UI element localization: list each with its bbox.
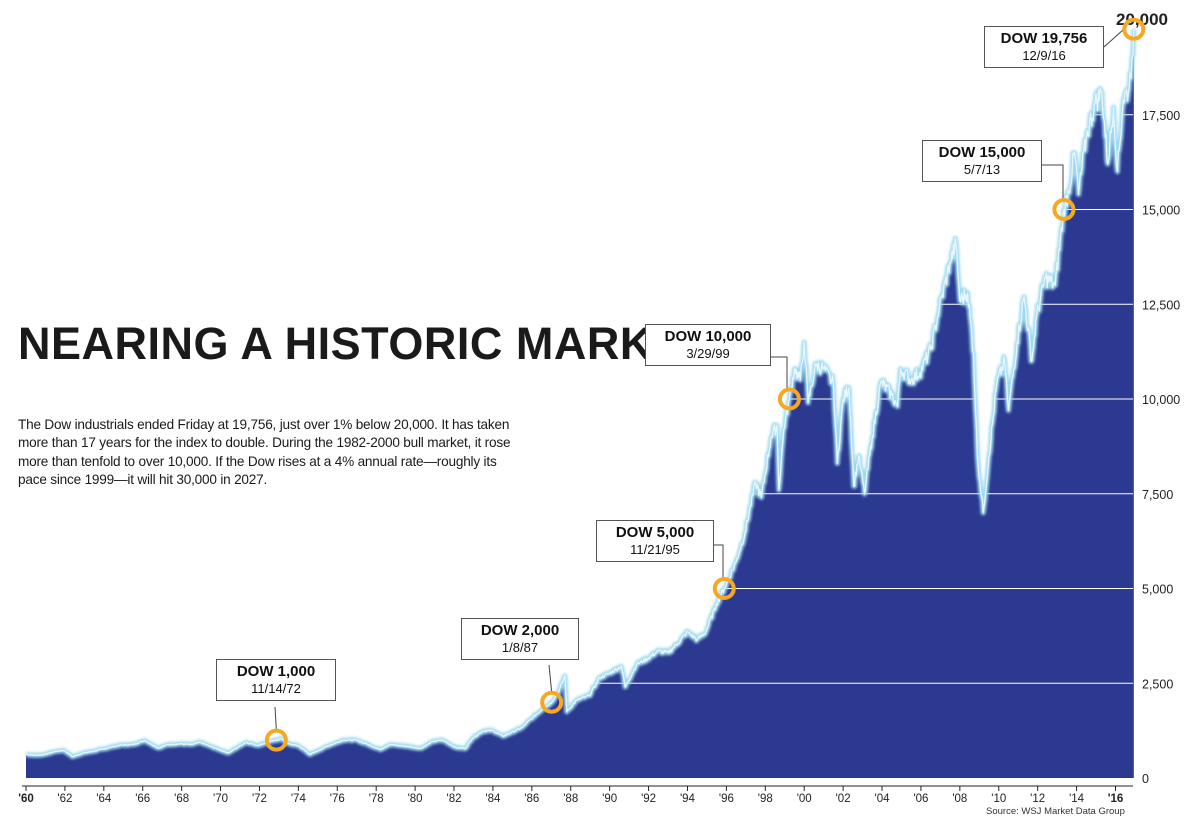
x-tick-label-'96: '96 <box>719 793 734 805</box>
x-tick-label-'88: '88 <box>563 793 578 805</box>
x-tick-label-'66: '66 <box>135 793 150 805</box>
x-tick-label-'10: '10 <box>991 793 1006 805</box>
x-tick-label-'60: '60 <box>18 793 34 805</box>
x-tick-label-'64: '64 <box>96 793 112 805</box>
x-tick-label-'82: '82 <box>447 793 462 805</box>
leader-line <box>771 356 788 389</box>
x-tick-label-'78: '78 <box>369 793 384 805</box>
x-tick-label-'72: '72 <box>252 793 267 805</box>
x-tick-label-'08: '08 <box>952 793 967 805</box>
x-tick-label-'94: '94 <box>680 793 696 805</box>
milestone-label: DOW 1,000 <box>236 663 316 680</box>
source-note: Source: WSJ Market Data Group <box>986 806 1125 817</box>
chart-title-text: NEARING A HISTORIC MARK <box>18 318 653 369</box>
x-tick-label-'98: '98 <box>758 793 773 805</box>
leader-line <box>1042 164 1064 200</box>
milestone-callout: DOW 2,000 1/8/87 <box>461 618 579 660</box>
x-tick-label-'68: '68 <box>174 793 189 805</box>
y-tick-label-0: 0 <box>1142 772 1149 786</box>
x-tick-label-'12: '12 <box>1030 793 1045 805</box>
y-tick-label-12500: 12,500 <box>1142 298 1180 312</box>
y-tick-label-5000: 5,000 <box>1142 583 1173 597</box>
x-tick-label-'14: '14 <box>1069 793 1085 805</box>
milestone-marker <box>1052 198 1076 221</box>
annotations <box>264 17 1146 752</box>
x-tick-label-'04: '04 <box>875 793 891 805</box>
milestone-label: DOW 2,000 <box>480 622 560 639</box>
y-tick-label-7500: 7,500 <box>1142 488 1173 502</box>
leader-line <box>1103 28 1125 48</box>
y-tick-label-2500: 2,500 <box>1142 677 1173 691</box>
milestone-marker <box>1122 17 1146 41</box>
area-layer <box>26 29 1134 778</box>
x-tick-label-'16: '16 <box>1108 793 1124 805</box>
x-tick-label-'74: '74 <box>291 793 307 805</box>
x-tick-label-'70: '70 <box>213 793 228 805</box>
chart-title: NEARING A HISTORIC MARK <box>18 321 653 366</box>
gridlines <box>26 114 1133 684</box>
x-tick-label-'84: '84 <box>485 793 501 805</box>
milestone-marker <box>777 387 801 411</box>
milestone-label: DOW 19,756 <box>1000 30 1088 47</box>
milestone-label: DOW 5,000 <box>615 524 695 541</box>
x-tick-label-'80: '80 <box>408 793 423 805</box>
leader-line <box>274 706 277 731</box>
dow-area-fill <box>26 29 1134 778</box>
x-tick-label-'62: '62 <box>57 793 72 805</box>
milestone-label: DOW 15,000 <box>938 144 1026 161</box>
milestone-date: 5/7/13 <box>963 162 1001 177</box>
milestone-date: 11/14/72 <box>251 681 301 696</box>
x-tick-label-'00: '00 <box>797 793 812 805</box>
x-tick-label-'02: '02 <box>836 793 851 805</box>
milestone-callout: DOW 19,756 12/9/16 <box>984 26 1104 68</box>
milestone-date: 11/21/95 <box>630 542 680 557</box>
x-tick-label-'76: '76 <box>330 793 345 805</box>
chart-description: The Dow industrials ended Friday at 19,7… <box>18 417 511 487</box>
x-tick-label-'90: '90 <box>602 793 617 805</box>
leader-line <box>548 664 553 693</box>
milestone-callout: DOW 15,000 5/7/13 <box>922 140 1042 182</box>
y-tick-label-17500: 17,500 <box>1142 109 1180 123</box>
y-tick-label-15000: 15,000 <box>1142 204 1180 218</box>
axes: 0 2,500 5,000 7,500 10,000 12,500 15,000 17,500… <box>18 10 1180 805</box>
milestone-marker <box>712 577 736 600</box>
leader-line <box>714 544 724 579</box>
milestone-date: 12/9/16 <box>1022 48 1066 63</box>
milestone-label: DOW 10,000 <box>664 328 752 345</box>
x-tick-label-'92: '92 <box>641 793 656 805</box>
dow-line <box>25 29 1135 758</box>
milestone-callout: DOW 5,000 11/21/95 <box>596 520 714 562</box>
milestone-callout: DOW 10,000 3/29/99 <box>645 324 771 366</box>
milestone-callout: DOW 1,000 11/14/72 <box>216 659 336 701</box>
x-tick-label-'06: '06 <box>913 793 928 805</box>
milestone-date: 3/29/99 <box>686 346 730 361</box>
y-tick-label-10000: 10,000 <box>1142 393 1180 407</box>
milestone-date: 1/8/87 <box>501 640 539 655</box>
x-tick-label-'86: '86 <box>524 793 539 805</box>
milestone-marker <box>264 728 288 752</box>
y-tick-label-20000: 20,000 <box>1116 10 1168 29</box>
series-line-layer <box>24 29 1137 760</box>
milestone-marker <box>540 690 564 714</box>
